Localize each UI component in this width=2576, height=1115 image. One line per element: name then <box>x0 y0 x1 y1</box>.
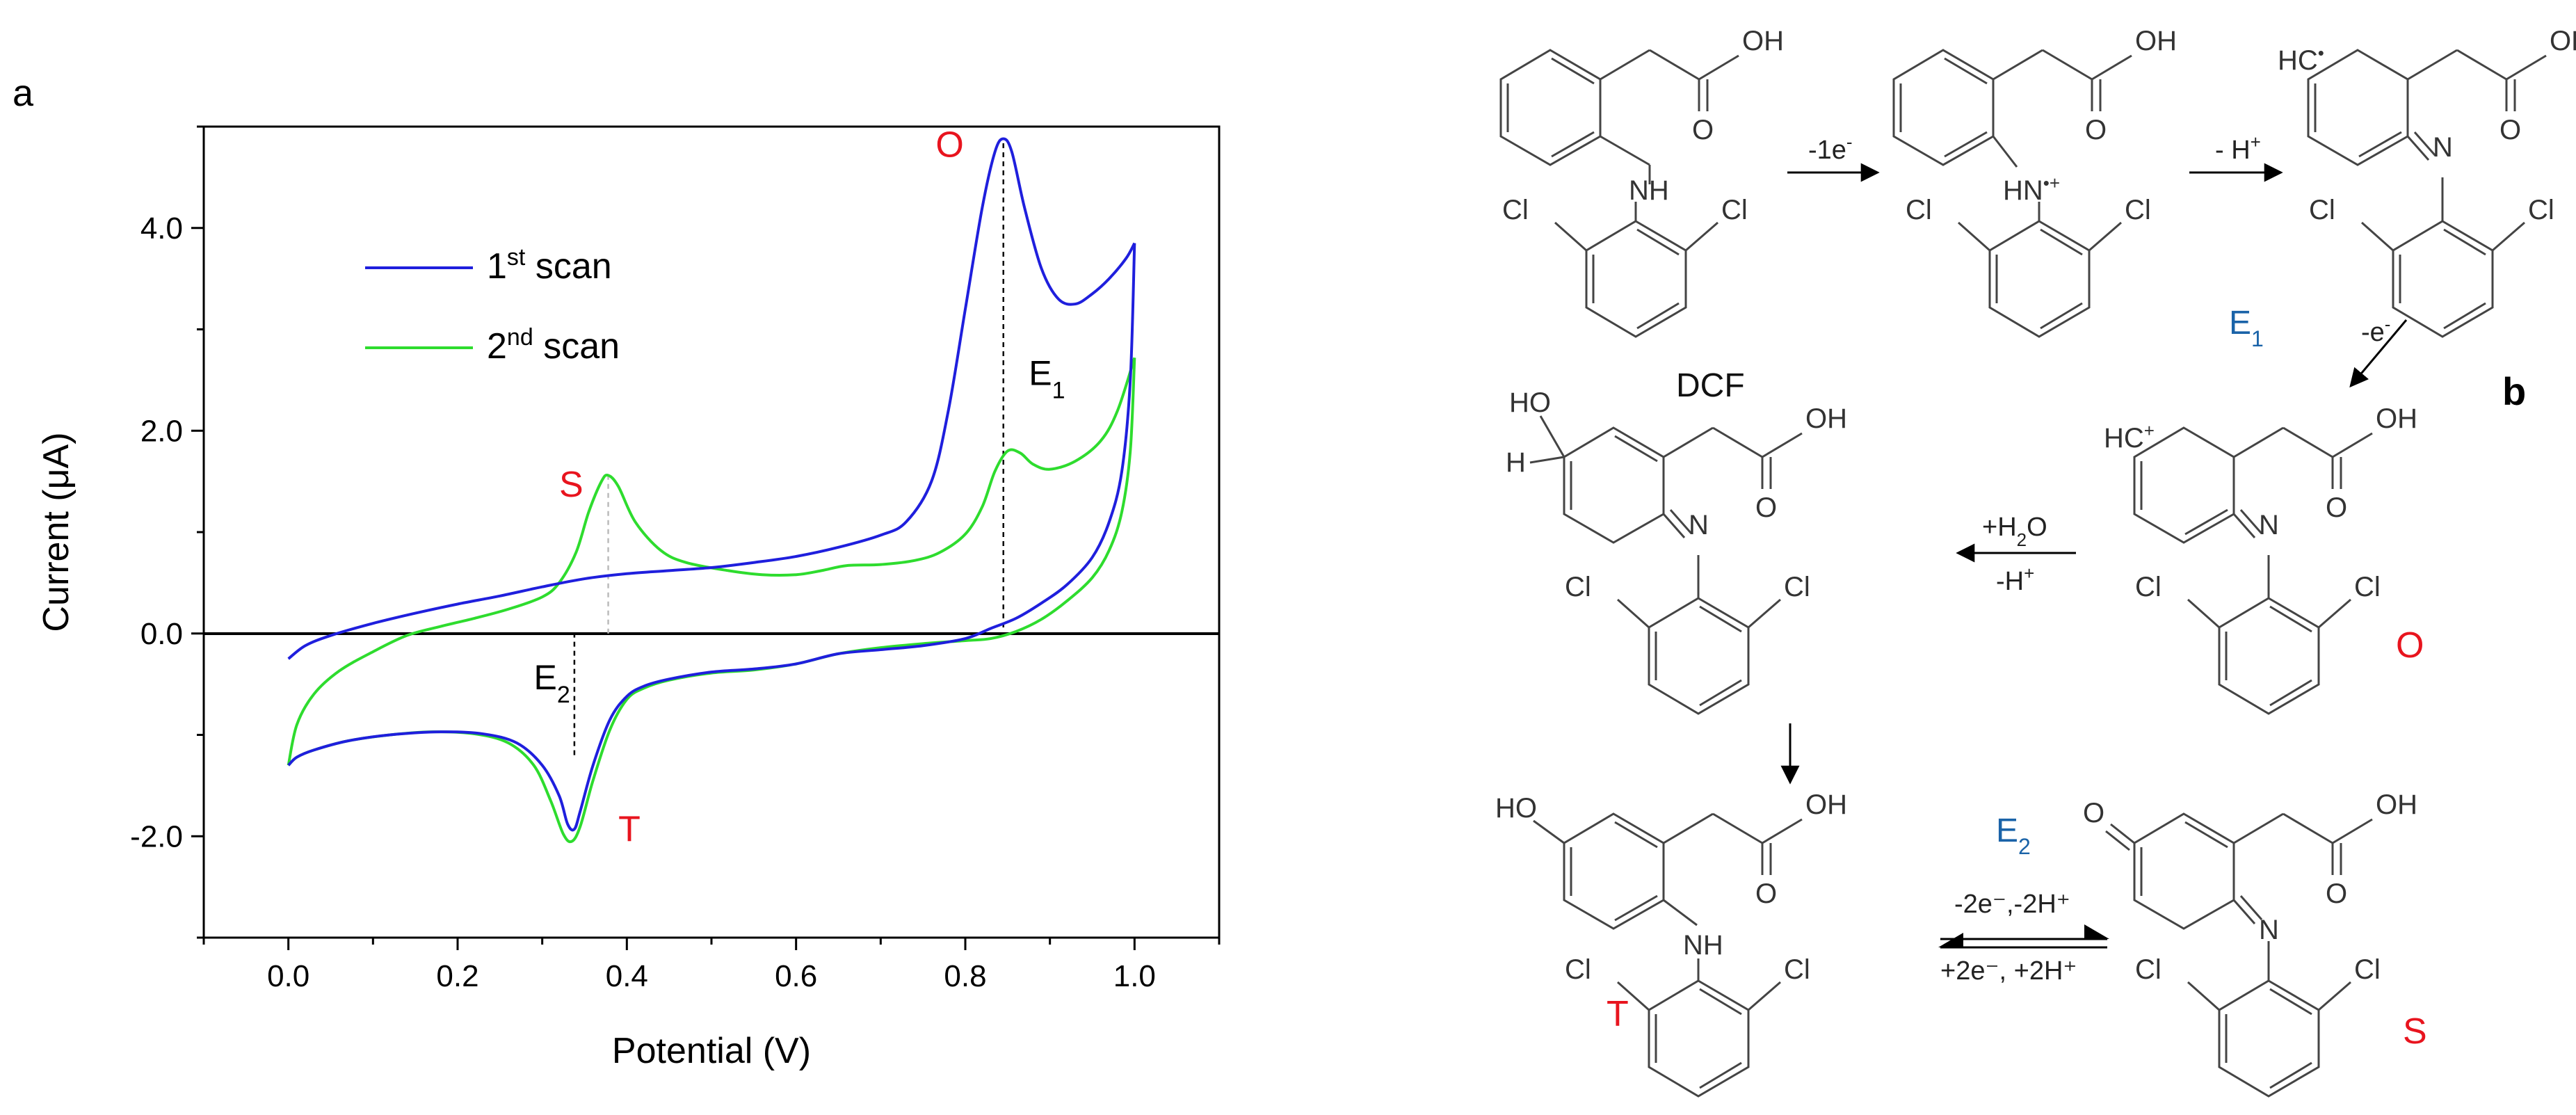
atom-o: O <box>1692 115 1714 145</box>
x-axis-ticks: 0.0 0.2 0.4 0.6 0.8 1.0 <box>202 938 1221 993</box>
scheme-label-o: O <box>2396 625 2424 666</box>
y-axis-ticks: -2.0 0.0 2.0 4.0 <box>130 125 204 939</box>
atom-o: O <box>2326 879 2347 909</box>
atom-o: O <box>2326 492 2347 523</box>
cv-curves <box>287 137 1136 844</box>
molecule-t: HO OH O NH Cl Cl <box>1495 789 1847 1098</box>
arrow-label-minus-1e: -1e- <box>1808 131 1853 165</box>
plot-frame <box>202 125 1221 939</box>
atom-h: H <box>1506 447 1526 478</box>
atom-cl-right: Cl <box>2354 954 2381 985</box>
atom-oh: OH <box>2135 26 2177 56</box>
scan-2-reverse <box>287 358 1136 844</box>
x-tick-label: 1.0 <box>1113 959 1156 993</box>
arrow-label-plus-h2o: +H2O <box>1982 513 2047 550</box>
molecule-cation-o: HC+ OH O N Cl Cl <box>2104 403 2417 715</box>
scheme-label-s: S <box>2403 1011 2427 1052</box>
peak-annotations: O S T E1 E2 <box>534 125 1065 850</box>
arrow-label-minus-e: -e- <box>2361 314 2390 347</box>
atom-n: N <box>2259 915 2279 945</box>
atom-ho: HO <box>1509 387 1551 418</box>
molecule-s: O OH O N Cl Cl <box>2083 789 2417 1098</box>
x-tick-label: 0.2 <box>436 959 478 993</box>
atom-oh: OH <box>2376 789 2417 820</box>
y-tick-label: -2.0 <box>130 819 183 853</box>
atom-cl-left: Cl <box>2309 195 2335 225</box>
atom-hc-plus: HC+ <box>2104 420 2155 454</box>
molecule-diclofenac: OH O NH Cl Cl <box>1499 26 1784 338</box>
eq-label-bottom: +2e⁻, +2H⁺ <box>1940 956 2077 986</box>
atom-o: O <box>1755 879 1777 909</box>
atom-cl-right: Cl <box>1784 954 1810 985</box>
atom-cl-left: Cl <box>1906 195 1932 225</box>
scheme-label-e2: E2 <box>1996 812 2031 859</box>
molecule-hydrated-intermediate: HO H OH O N Cl Cl <box>1506 387 1847 715</box>
cv-chart: 0.0 0.2 0.4 0.6 0.8 1.0 -2.0 0.0 2.0 4.0 O S T E1 E2… <box>36 125 1221 1071</box>
atom-cl-right: Cl <box>2125 195 2151 225</box>
atom-hn-radical: HN•+ <box>2003 173 2060 206</box>
scan-1-forward <box>287 137 1136 660</box>
atom-cl-left: Cl <box>2135 954 2162 985</box>
legend-label-1: 1st scan <box>487 244 612 287</box>
scheme-label-t: T <box>1607 994 1629 1034</box>
atom-o: O <box>2085 115 2107 145</box>
atom-hc: HC• <box>2278 42 2324 76</box>
atom-cl-left: Cl <box>1565 572 1591 602</box>
peak-label-e1: E1 <box>1029 354 1065 404</box>
panel-a-label: a <box>13 72 34 114</box>
y-tick-label: 0.0 <box>140 617 183 651</box>
atom-n: N <box>2433 132 2453 163</box>
arrow-label-minus-h: -H+ <box>1996 563 2034 596</box>
atom-oh: OH <box>2376 403 2417 434</box>
peak-label-o: O <box>935 125 963 166</box>
peak-marker-lines <box>573 138 1004 755</box>
y-axis-title: Current (μA) <box>36 432 77 632</box>
atom-cl-right: Cl <box>2528 195 2554 225</box>
scan-1-reverse <box>287 243 1136 832</box>
legend: 1st scan 2nd scan <box>365 244 620 367</box>
y-tick-label: 4.0 <box>140 211 183 246</box>
atom-o: O <box>1755 492 1777 523</box>
molecule-radical: HC• OH O N Cl Cl <box>2278 26 2576 338</box>
molecule-radical-cation: OH O HN•+ Cl Cl <box>1892 26 2177 338</box>
atom-cl-right: Cl <box>2354 572 2381 602</box>
atom-cl-left: Cl <box>1565 954 1591 985</box>
atom-ho: HO <box>1495 793 1537 824</box>
legend-label-2: 2nd scan <box>487 324 620 367</box>
y-tick-label: 2.0 <box>140 414 183 448</box>
eq-label-top: -2e⁻,-2H⁺ <box>1954 890 2070 919</box>
atom-nh: NH <box>1629 175 1669 206</box>
atom-oh: OH <box>1805 403 1847 434</box>
atom-o-eq: O <box>2083 798 2104 828</box>
atom-oh: OH <box>1805 789 1847 820</box>
arrow-oxidation-2 <box>2349 319 2408 388</box>
peak-label-s: S <box>559 465 583 505</box>
atom-oh: OH <box>1742 26 1784 56</box>
atom-o: O <box>2499 115 2521 145</box>
atom-cl-left: Cl <box>1502 195 1529 225</box>
atom-cl-right: Cl <box>1784 572 1810 602</box>
x-tick-label: 0.0 <box>267 959 309 993</box>
atom-cl-right: Cl <box>1721 195 1748 225</box>
x-tick-label: 0.4 <box>606 959 648 993</box>
atom-n: N <box>1689 510 1709 540</box>
panel-b-label: b <box>2502 369 2526 413</box>
x-tick-label: 0.8 <box>944 959 986 993</box>
reaction-scheme: OH O NH Cl Cl -1e- OH O HN•+ Cl Cl <box>1495 26 2576 1098</box>
scan-2-forward <box>287 357 1136 766</box>
atom-oh: OH <box>2550 26 2576 56</box>
x-tick-label: 0.6 <box>775 959 817 993</box>
peak-label-t: T <box>618 810 641 850</box>
atom-n: N <box>2259 510 2279 540</box>
atom-nh: NH <box>1683 930 1723 961</box>
arrow-label-minus-h: - H+ <box>2215 131 2261 165</box>
scheme-label-e1: E1 <box>2229 305 2264 351</box>
atom-cl-left: Cl <box>2135 572 2162 602</box>
peak-label-e2: E2 <box>534 658 570 708</box>
scheme-label-dcf: DCF <box>1676 367 1745 404</box>
x-axis-title: Potential (V) <box>612 1031 811 1071</box>
